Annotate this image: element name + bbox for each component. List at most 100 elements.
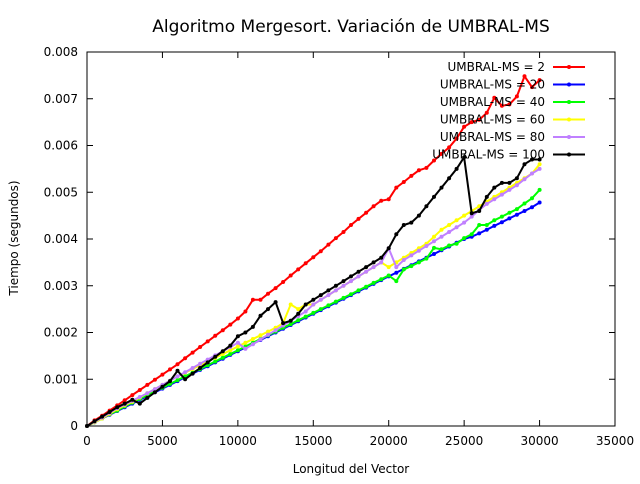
data-point <box>379 198 384 203</box>
data-point <box>152 390 157 395</box>
data-point <box>175 378 180 383</box>
data-point <box>416 213 421 218</box>
data-point <box>394 265 399 270</box>
data-point <box>432 158 436 163</box>
data-point <box>243 309 248 314</box>
y-tick-label: 0.004 <box>44 232 78 246</box>
data-point <box>303 309 308 314</box>
data-point <box>296 307 301 312</box>
data-point <box>281 280 286 284</box>
data-point <box>160 372 165 377</box>
y-tick-label: 0 <box>70 419 78 433</box>
data-point <box>439 185 444 190</box>
data-point <box>333 288 338 293</box>
data-point <box>341 230 346 234</box>
data-point <box>273 300 278 305</box>
data-point <box>522 162 527 167</box>
data-point <box>318 297 323 302</box>
data-point <box>386 197 391 202</box>
y-tick-label: 0.003 <box>44 279 78 293</box>
data-point <box>507 102 512 107</box>
data-point <box>137 388 142 392</box>
data-point <box>100 414 105 419</box>
legend-entry-4: UMBRAL-MS = 80 <box>440 130 585 144</box>
data-point <box>537 162 542 167</box>
data-point <box>364 269 369 274</box>
data-point <box>326 303 331 308</box>
data-point <box>439 227 444 232</box>
x-tick-label: 15000 <box>294 434 332 448</box>
data-point <box>273 328 278 333</box>
x-tick-label: 0 <box>83 434 91 448</box>
data-point <box>243 346 248 351</box>
data-point <box>235 316 240 321</box>
data-point <box>341 283 346 288</box>
data-point <box>514 176 519 181</box>
data-point <box>432 252 436 256</box>
data-point <box>341 295 346 300</box>
data-point <box>175 374 180 379</box>
data-point <box>235 344 240 349</box>
data-point <box>499 103 504 108</box>
data-point <box>228 343 233 348</box>
data-point <box>205 360 210 365</box>
data-point <box>333 236 338 241</box>
data-point <box>386 273 391 278</box>
data-point <box>409 264 414 269</box>
data-point <box>537 157 542 162</box>
y-tick-label: 0.002 <box>44 326 78 340</box>
data-point <box>296 267 301 272</box>
data-point <box>416 168 421 173</box>
data-point <box>258 333 263 338</box>
data-point <box>349 274 353 279</box>
x-axis-label: Longitud del Vector <box>293 462 410 476</box>
data-point <box>250 324 255 329</box>
data-point <box>311 310 316 315</box>
data-point <box>318 307 323 312</box>
data-point <box>145 382 150 387</box>
legend-marker <box>567 100 571 104</box>
data-point <box>250 342 255 347</box>
data-point <box>507 187 512 192</box>
data-point <box>401 223 406 227</box>
legend-marker <box>567 65 571 69</box>
data-point <box>439 247 444 252</box>
data-point <box>432 245 436 250</box>
data-point <box>401 180 406 184</box>
legend-marker <box>567 82 571 87</box>
legend-label: UMBRAL-MS = 40 <box>440 95 545 109</box>
x-tick-label: 35000 <box>596 434 634 448</box>
data-point <box>439 151 444 156</box>
data-point <box>424 244 429 248</box>
data-point <box>303 261 308 266</box>
data-point <box>477 231 482 236</box>
data-point <box>250 337 255 341</box>
data-point <box>477 223 482 227</box>
data-point <box>198 366 203 370</box>
data-point <box>507 180 512 185</box>
data-point <box>107 410 112 414</box>
data-point <box>537 187 542 192</box>
y-axis-label: Tiempo (segundos) <box>7 180 21 296</box>
data-point <box>477 117 482 122</box>
data-point <box>288 322 293 327</box>
data-point <box>424 165 429 170</box>
data-point <box>228 352 233 356</box>
data-point <box>152 387 157 392</box>
data-point <box>507 216 512 221</box>
data-point <box>220 349 225 354</box>
data-point <box>303 314 308 319</box>
data-point <box>409 173 414 178</box>
data-point <box>266 332 270 337</box>
data-point <box>499 214 504 219</box>
data-point <box>484 194 489 199</box>
data-point <box>514 207 519 212</box>
y-tick-label: 0.001 <box>44 372 78 386</box>
data-point <box>266 329 270 334</box>
data-point <box>183 370 188 375</box>
data-point <box>386 265 391 270</box>
data-point <box>145 395 150 400</box>
data-point <box>303 302 308 307</box>
data-point <box>379 260 384 265</box>
data-point <box>220 355 225 360</box>
